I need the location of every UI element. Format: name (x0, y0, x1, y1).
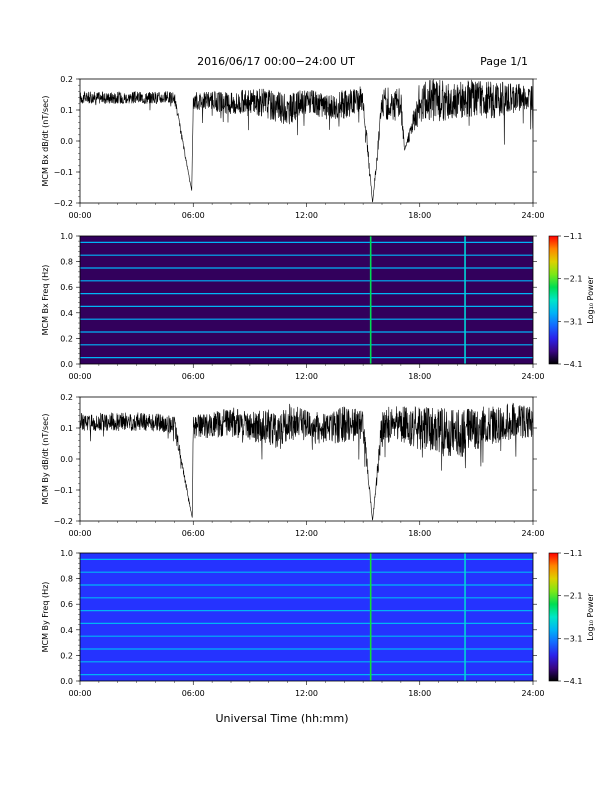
y-tick-label: 0.1 (60, 424, 73, 433)
y-tick-label: 0.1 (60, 106, 73, 115)
y-tick-label: −0.2 (54, 517, 73, 526)
y-tick-label: 1.0 (60, 232, 73, 241)
y-tick-label: 0.2 (60, 651, 73, 660)
x-axis-label: Universal Time (hh:mm) (216, 712, 349, 725)
colorbar-label: Log₁₀ Power (586, 593, 595, 641)
colorbar-tick-label: −3.1 (563, 634, 582, 643)
y-axis-label: MCM Bx Freq (Hz) (41, 265, 50, 336)
y-axis-label: MCM By dB/dt (nT/sec) (41, 413, 50, 504)
y-tick-label: −0.1 (54, 168, 73, 177)
x-tick-label: 12:00 (295, 211, 318, 220)
y-tick-label: 0.8 (60, 258, 73, 267)
y-tick-label: 0.4 (60, 309, 73, 318)
x-tick-label: 06:00 (182, 529, 205, 538)
x-tick-label: 12:00 (295, 689, 318, 698)
x-tick-label: 24:00 (521, 689, 544, 698)
x-tick-label: 06:00 (182, 372, 205, 381)
x-tick-label: 18:00 (408, 529, 431, 538)
x-tick-label: 06:00 (182, 211, 205, 220)
colorbar (548, 552, 559, 682)
y-tick-label: 0.6 (60, 600, 73, 609)
y-axis-label: MCM By Freq (Hz) (41, 582, 50, 653)
x-tick-label: 18:00 (408, 211, 431, 220)
y-tick-label: 0.0 (60, 455, 73, 464)
colorbar-tick-label: −2.1 (563, 592, 582, 601)
x-tick-label: 18:00 (408, 372, 431, 381)
panel-4: −1.1 −2.1 −3.1 −4.1 Log₁₀ Power 0.0 0.2 0.4 0.6 0… (41, 549, 595, 698)
panel-2: −1.1 −2.1 −3.1 −4.1 Log₁₀ Power 0.0 0.2 0.4 0.6 0… (41, 232, 595, 381)
y-tick-label: 0.0 (60, 677, 73, 686)
page-number: Page 1/1 (480, 55, 528, 68)
x-tick-label: 00:00 (68, 689, 91, 698)
y-tick-label: 0.0 (60, 137, 73, 146)
x-tick-label: 24:00 (521, 372, 544, 381)
y-tick-label: 0.6 (60, 283, 73, 292)
y-tick-label: 0.0 (60, 360, 73, 369)
colorbar-label: Log₁₀ Power (586, 276, 595, 324)
colorbar-tick-label: −3.1 (563, 317, 582, 326)
x-tick-label: 18:00 (408, 689, 431, 698)
x-tick-label: 00:00 (68, 211, 91, 220)
y-tick-label: 0.8 (60, 575, 73, 584)
colorbar-tick-label: −4.1 (563, 360, 582, 369)
panel-1: −0.2 −0.1 0.0 0.1 0.2 MCM Bx dB/dt (nT/sec) 00… (41, 75, 545, 220)
y-tick-label: 0.2 (60, 393, 73, 402)
y-tick-label: 1.0 (60, 549, 73, 558)
page-title: 2016/06/17 00:00−24:00 UT (197, 55, 355, 68)
colorbar-tick-label: −2.1 (563, 275, 582, 284)
chart-panels: −0.2 −0.1 0.0 0.1 0.2 MCM Bx dB/dt (nT/sec) 00… (41, 75, 595, 698)
x-tick-label: 00:00 (68, 372, 91, 381)
y-tick-label: 0.2 (60, 75, 73, 84)
colorbar-tick-label: −1.1 (563, 549, 582, 558)
y-tick-label: −0.1 (54, 486, 73, 495)
panel-3: −0.2 −0.1 0.0 0.1 0.2 MCM By dB/dt (nT/sec) 00… (41, 393, 545, 538)
x-tick-label: 12:00 (295, 529, 318, 538)
y-tick-label: −0.2 (54, 199, 73, 208)
y-axis-label: MCM Bx dB/dt (nT/sec) (41, 95, 50, 186)
x-tick-label: 12:00 (295, 372, 318, 381)
colorbar-tick-label: −4.1 (563, 677, 582, 686)
colorbar (548, 235, 559, 365)
colorbar-tick-label: −1.1 (563, 232, 582, 241)
data-trace-3 (79, 402, 534, 521)
x-tick-label: 00:00 (68, 529, 91, 538)
x-tick-label: 24:00 (521, 529, 544, 538)
data-trace-1 (79, 79, 534, 203)
x-tick-label: 06:00 (182, 689, 205, 698)
spectrogram-background (80, 553, 533, 681)
y-tick-label: 0.2 (60, 334, 73, 343)
spectrogram-background (80, 236, 533, 364)
x-tick-label: 24:00 (521, 211, 544, 220)
y-tick-label: 0.4 (60, 626, 73, 635)
